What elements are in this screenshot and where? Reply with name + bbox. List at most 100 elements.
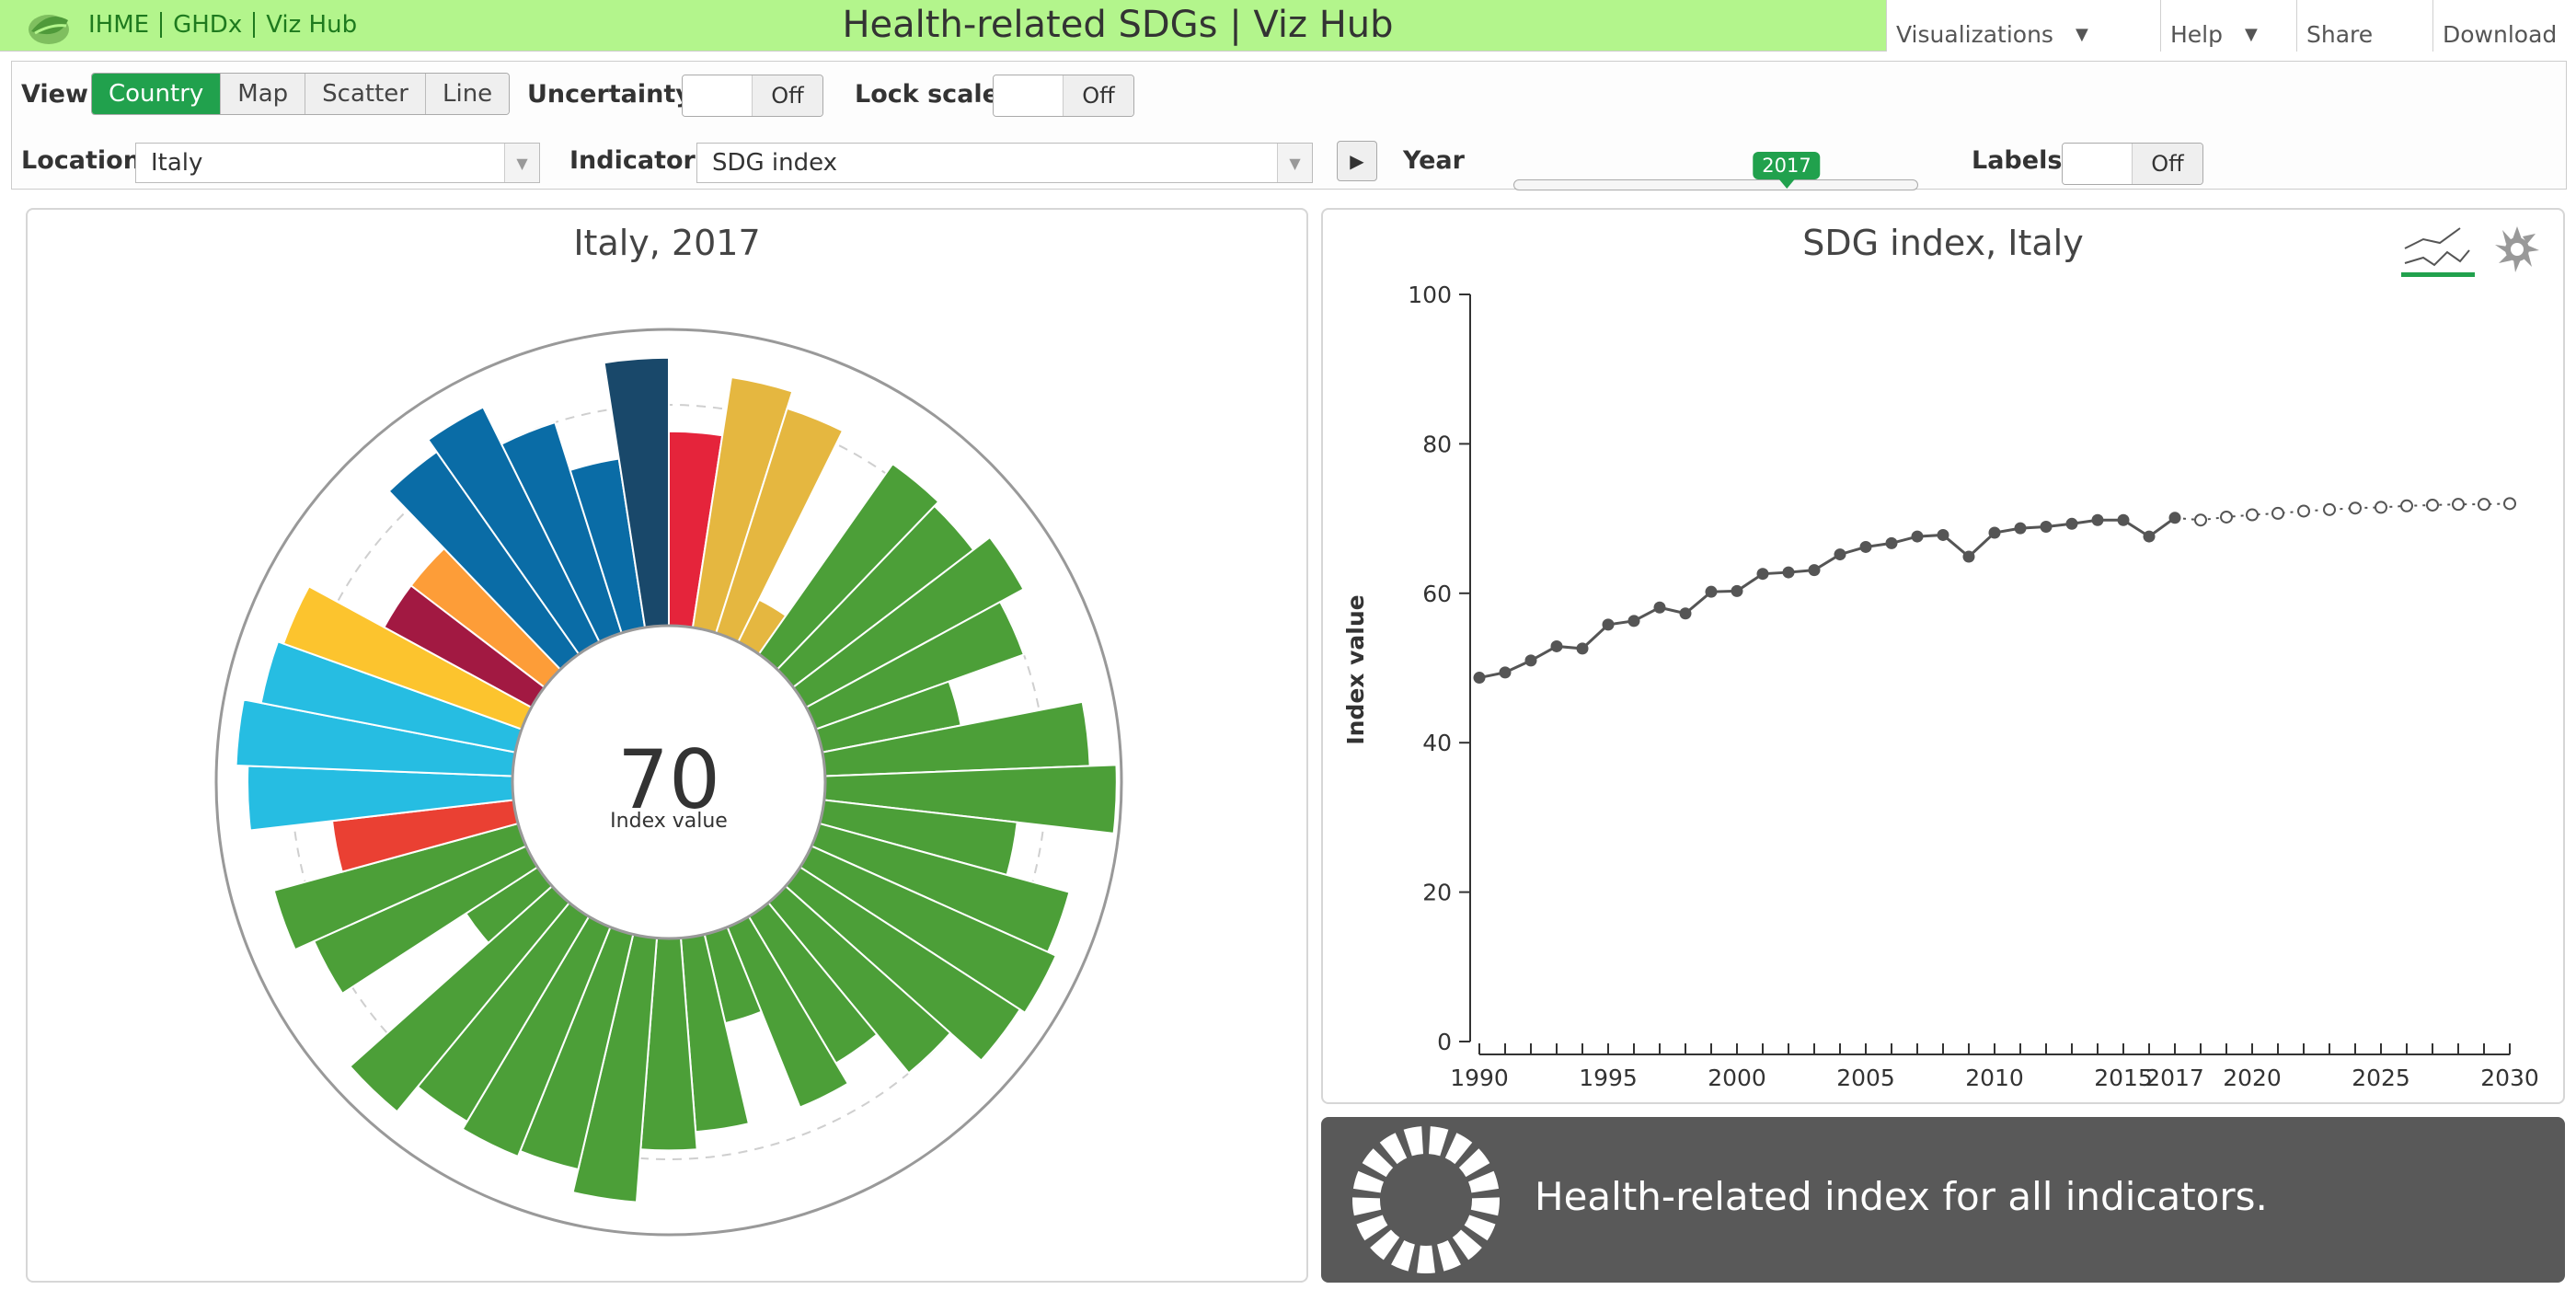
estimate-point[interactable] bbox=[1576, 642, 1589, 655]
estimate-point[interactable] bbox=[2117, 513, 2130, 526]
location-value: Italy bbox=[151, 149, 203, 177]
y-tick-label: 80 bbox=[1422, 431, 1452, 457]
estimate-point[interactable] bbox=[1911, 530, 1924, 543]
wheel-segment bbox=[1458, 1148, 1490, 1178]
country-radial-panel: Italy, 2017 70 Index value bbox=[26, 208, 1308, 1283]
indicator-description: Health-related index for all indicators. bbox=[1535, 1174, 2268, 1219]
estimate-point[interactable] bbox=[1782, 566, 1795, 579]
estimate-point[interactable] bbox=[2014, 522, 2027, 535]
line-chart: 0 20 40 60 80 100 1990 1995 2000 2005 2010 20152017… bbox=[1342, 282, 2539, 1091]
projection-point[interactable] bbox=[2194, 513, 2207, 527]
estimate-point[interactable] bbox=[1705, 585, 1718, 598]
lock-scale-state: Off bbox=[1064, 75, 1133, 116]
wheel-segment bbox=[1403, 1126, 1424, 1157]
chevron-down-icon: ▼ bbox=[1277, 144, 1312, 182]
ihme-logo-icon[interactable] bbox=[26, 4, 72, 48]
radial-outer-ring bbox=[214, 328, 1123, 1237]
estimate-line bbox=[1478, 516, 2176, 680]
estimate-point[interactable] bbox=[1937, 528, 1949, 541]
estimate-point[interactable] bbox=[1859, 540, 1872, 553]
estimate-point[interactable] bbox=[1885, 536, 1898, 549]
ihme-link[interactable]: IHME bbox=[88, 11, 150, 39]
play-button[interactable]: ▶ bbox=[1337, 141, 1377, 181]
projection-point[interactable] bbox=[2503, 497, 2516, 511]
estimate-point[interactable] bbox=[1653, 601, 1666, 614]
estimate-point[interactable] bbox=[1550, 639, 1563, 652]
nav-visualizations[interactable]: Visualizations ▼ bbox=[1886, 0, 2160, 52]
projection-point[interactable] bbox=[2220, 510, 2233, 524]
lock-scale-toggle[interactable]: Off bbox=[993, 75, 1134, 117]
wheel-segment bbox=[1444, 1133, 1473, 1165]
view-line-button[interactable]: Line bbox=[425, 74, 510, 114]
estimate-point[interactable] bbox=[1627, 615, 1640, 627]
estimate-point[interactable] bbox=[1988, 526, 2001, 539]
projection-point[interactable] bbox=[2452, 498, 2465, 512]
location-select[interactable]: Italy ▼ bbox=[135, 143, 540, 183]
x-tick-label: 2020 bbox=[2223, 1065, 2282, 1091]
view-map-button[interactable]: Map bbox=[221, 74, 306, 114]
estimate-point[interactable] bbox=[1602, 618, 1615, 631]
nav-help[interactable]: Help ▼ bbox=[2160, 0, 2296, 52]
year-slider-track[interactable] bbox=[1513, 179, 1918, 190]
view-label: View bbox=[21, 80, 88, 109]
projection-point[interactable] bbox=[2246, 508, 2259, 522]
projection-point[interactable] bbox=[2375, 501, 2387, 514]
estimate-point[interactable] bbox=[1524, 654, 1537, 667]
estimate-point[interactable] bbox=[2168, 512, 2181, 524]
x-tick-label: 2010 bbox=[1965, 1065, 2024, 1091]
uncertainty-toggle[interactable]: Off bbox=[682, 75, 823, 117]
labels-toggle[interactable]: Off bbox=[2062, 143, 2203, 185]
uncertainty-state: Off bbox=[753, 75, 822, 116]
radial-chart-title: Italy, 2017 bbox=[573, 223, 761, 263]
radial-chart-icon[interactable] bbox=[2491, 223, 2543, 274]
estimate-point[interactable] bbox=[2091, 513, 2104, 526]
projection-point[interactable] bbox=[2297, 504, 2310, 518]
nav-share[interactable]: Share bbox=[2296, 0, 2432, 52]
projection-line bbox=[2174, 502, 2511, 522]
wheel-segment bbox=[1437, 1240, 1461, 1272]
x-tick-label: 2025 bbox=[2352, 1065, 2410, 1091]
x-tick-label: 1990 bbox=[1450, 1065, 1509, 1091]
wheel-segment bbox=[1468, 1170, 1500, 1193]
year-value: 2017 bbox=[1762, 155, 1811, 177]
view-scatter-button[interactable]: Scatter bbox=[305, 74, 426, 114]
link-divider bbox=[160, 12, 163, 38]
estimate-point[interactable] bbox=[1756, 568, 1769, 581]
projection-point[interactable] bbox=[2400, 499, 2413, 512]
projection-point[interactable] bbox=[2478, 498, 2490, 512]
estimate-point[interactable] bbox=[1808, 564, 1821, 577]
nav-download[interactable]: Download bbox=[2432, 0, 2576, 52]
estimate-point[interactable] bbox=[1499, 666, 1512, 679]
estimate-point[interactable] bbox=[2143, 530, 2156, 543]
year-slider-handle[interactable]: 2017 bbox=[1753, 152, 1821, 189]
projection-point[interactable] bbox=[2323, 502, 2336, 516]
line-chart-icon[interactable] bbox=[2399, 221, 2477, 278]
estimate-point[interactable] bbox=[1731, 584, 1743, 597]
location-label: Location bbox=[21, 146, 141, 175]
y-tick-label: 40 bbox=[1422, 730, 1452, 756]
estimate-point[interactable] bbox=[1962, 550, 1975, 563]
sdg-wheel-icon bbox=[1352, 1126, 1500, 1273]
year-slider[interactable]: 2017 bbox=[1502, 152, 1918, 192]
view-country-button[interactable]: Country bbox=[92, 74, 222, 114]
indicator-select[interactable]: SDG index ▼ bbox=[696, 143, 1313, 183]
estimate-point[interactable] bbox=[1473, 672, 1486, 685]
ghdx-link[interactable]: GHDx bbox=[173, 11, 243, 39]
projection-point[interactable] bbox=[2349, 501, 2362, 515]
indicator-line-panel: SDG index, Italy 0 20 40 60 80 100 1990 1995 200… bbox=[1321, 208, 2565, 1104]
estimate-point[interactable] bbox=[1679, 607, 1692, 620]
control-panel: View Country Map Scatter Line Uncertaint… bbox=[11, 61, 2567, 190]
estimate-point[interactable] bbox=[2040, 521, 2053, 534]
wheel-segment bbox=[1452, 1229, 1482, 1261]
projection-point[interactable] bbox=[2271, 506, 2284, 520]
viz-hub-link[interactable]: Viz Hub bbox=[266, 11, 358, 39]
estimate-point[interactable] bbox=[1834, 548, 1846, 561]
wheel-segment bbox=[1417, 1245, 1435, 1273]
labels-state: Off bbox=[2133, 144, 2202, 184]
projection-point[interactable] bbox=[2426, 498, 2439, 512]
brand-links: IHME GHDx Viz Hub bbox=[88, 11, 357, 39]
labels-label: Labels bbox=[1972, 146, 2063, 175]
estimate-point[interactable] bbox=[2065, 517, 2078, 530]
wheel-segment bbox=[1352, 1197, 1382, 1216]
wheel-segment bbox=[1391, 1240, 1415, 1272]
